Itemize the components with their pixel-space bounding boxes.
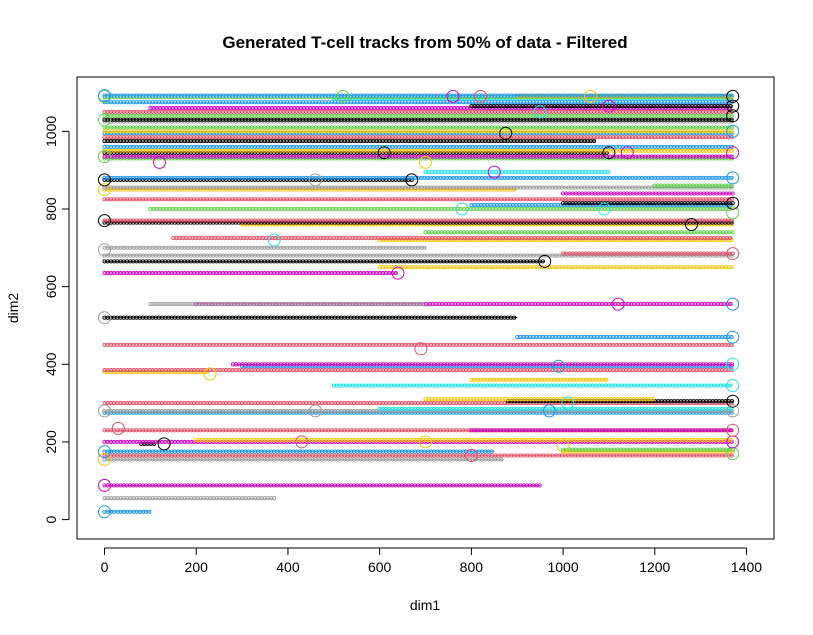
plot-box — [76, 76, 775, 540]
track-point — [728, 437, 733, 443]
tracks-layer — [102, 93, 735, 514]
track-35 — [561, 251, 735, 256]
track-13 — [469, 428, 733, 433]
track-32 — [377, 265, 734, 270]
track-11 — [194, 437, 733, 443]
track-28 — [102, 315, 518, 320]
track-point — [729, 453, 734, 458]
track-36 — [102, 245, 427, 250]
track-23 — [102, 368, 734, 373]
track-6 — [102, 449, 495, 454]
track-point — [499, 457, 504, 462]
track-33 — [102, 259, 545, 264]
track-point — [272, 496, 277, 501]
track-39 — [423, 230, 735, 235]
chart-title: Generated T-cell tracks from 50% of data… — [222, 33, 627, 52]
track-1 — [102, 509, 152, 514]
track-20 — [331, 383, 733, 388]
track-point — [147, 509, 152, 514]
track-21 — [469, 377, 609, 382]
track-point — [728, 428, 733, 433]
track-38 — [171, 236, 733, 241]
track-19 — [423, 397, 655, 402]
track-2 — [102, 496, 277, 501]
track-25 — [230, 362, 735, 367]
track-4 — [102, 457, 504, 462]
track-point — [489, 449, 494, 454]
track-3 — [102, 483, 542, 488]
track-31 — [102, 271, 398, 276]
track-point — [537, 483, 542, 488]
track-8 — [561, 447, 735, 452]
track-27 — [515, 335, 734, 340]
track-5 — [102, 453, 734, 458]
